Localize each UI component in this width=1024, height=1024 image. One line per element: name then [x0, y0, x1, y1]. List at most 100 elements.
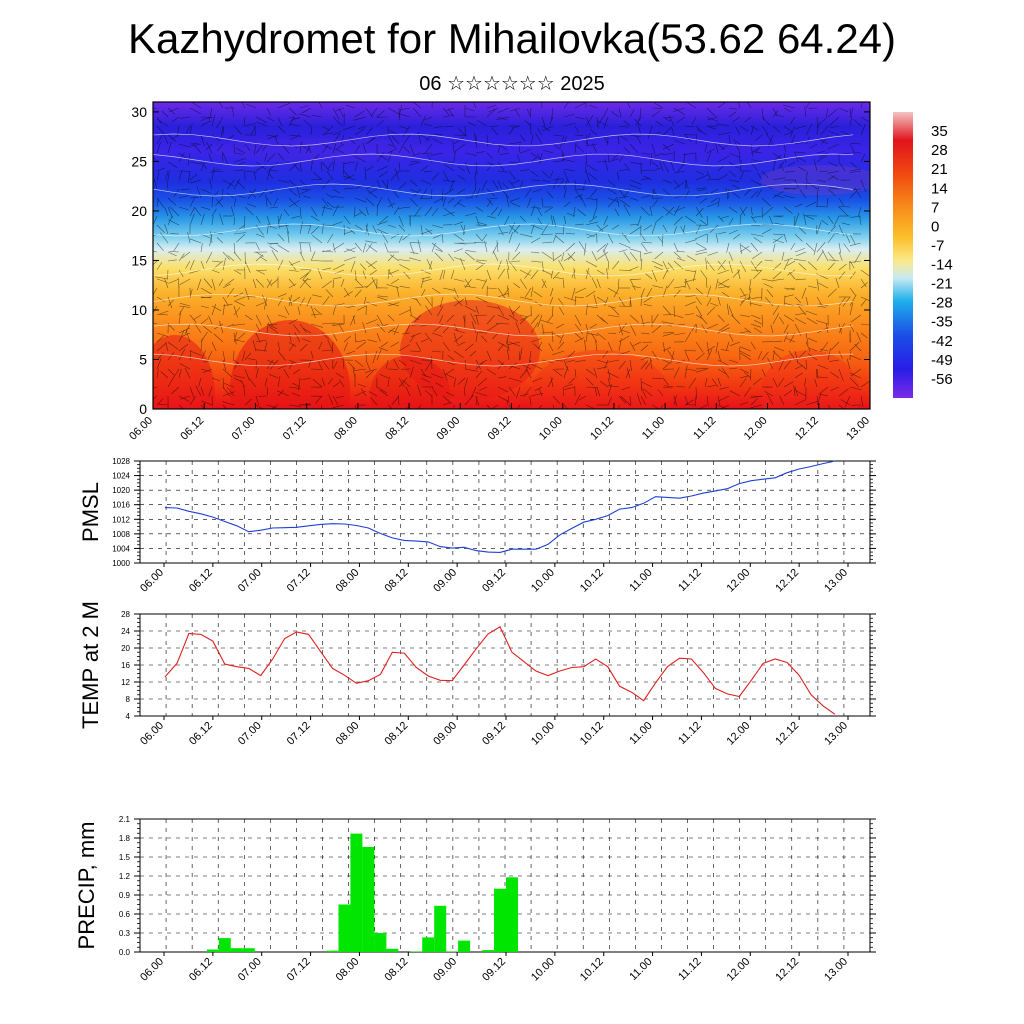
wind-barb — [399, 264, 411, 271]
wind-barb — [838, 388, 849, 397]
x-tick-label: 08.00 — [334, 956, 362, 984]
wind-barb — [733, 139, 741, 145]
wind-barb — [557, 298, 565, 307]
y-tick-label: 0.3 — [119, 929, 131, 938]
wind-barb — [453, 287, 459, 299]
wind-barb — [203, 325, 213, 334]
wind-barb — [426, 258, 433, 271]
wind-barb — [354, 390, 366, 397]
wind-barb — [291, 392, 301, 397]
wind-barb — [695, 352, 705, 361]
wind-barb — [171, 386, 180, 395]
wind-barb — [618, 338, 622, 352]
wind-barb — [574, 116, 585, 120]
wind-barb — [664, 116, 675, 119]
wind-barb — [629, 143, 639, 154]
wind-barb — [474, 314, 488, 316]
wind-barb — [255, 349, 268, 352]
wind-barb — [380, 341, 389, 348]
wind-barb — [707, 116, 719, 121]
wind-barb — [524, 119, 532, 127]
wind-barb — [290, 260, 301, 266]
wind-barb — [476, 259, 488, 262]
wind-barb — [794, 399, 807, 406]
wind-barb — [772, 125, 781, 133]
wind-barb — [786, 260, 796, 267]
wind-barb — [398, 234, 403, 244]
wind-barb — [793, 215, 796, 228]
wind-barb — [278, 224, 290, 228]
wind-barb — [376, 196, 383, 208]
wind-barb — [629, 278, 636, 291]
wind-barb — [200, 116, 213, 121]
wind-barb — [222, 386, 231, 397]
wind-barb — [750, 323, 762, 328]
wind-barb — [783, 324, 789, 334]
wind-barb — [646, 287, 653, 298]
wind-barb — [472, 102, 477, 109]
x-tick-label: 09.12 — [480, 720, 508, 748]
wind-barb — [335, 372, 345, 379]
wind-barb — [310, 323, 324, 328]
wind-barb — [399, 285, 411, 289]
wind-barb — [255, 332, 261, 343]
wind-barb — [838, 263, 847, 271]
wind-barb — [475, 161, 478, 175]
wind-barb — [717, 102, 726, 109]
wind-barb — [846, 358, 851, 370]
wind-barb — [806, 317, 818, 325]
wind-barb — [298, 113, 312, 118]
wind-barb — [200, 368, 211, 372]
wind-barb — [497, 170, 508, 173]
wind-barb — [310, 159, 313, 172]
wind-barb — [226, 134, 235, 141]
wind-barb — [717, 143, 725, 151]
wind-barb — [475, 179, 477, 191]
wind-barb — [178, 348, 186, 361]
wind-barb — [227, 255, 235, 262]
wind-barb — [222, 350, 226, 363]
wind-barb — [338, 323, 345, 334]
wind-barb — [816, 151, 825, 154]
wind-barb — [664, 385, 675, 388]
precip-bar — [218, 938, 231, 952]
y-tick-label: 1.2 — [119, 872, 131, 881]
wind-barb — [623, 188, 631, 198]
wind-barb — [684, 179, 689, 189]
wind-barb — [443, 188, 455, 196]
wind-barb — [720, 215, 730, 219]
wind-barb — [673, 206, 686, 213]
wind-barb — [171, 116, 180, 123]
wind-barb — [233, 169, 245, 172]
wind-barb — [630, 278, 642, 280]
wind-barb — [387, 150, 393, 163]
wind-barb — [849, 168, 861, 172]
wind-barb — [717, 197, 720, 208]
wind-barb — [497, 161, 505, 171]
wind-barb — [585, 269, 592, 277]
x-tick-label: 11.12 — [691, 415, 718, 442]
wind-barb — [718, 323, 730, 332]
wind-barb — [156, 167, 166, 172]
wind-barb — [266, 359, 275, 364]
wind-barb — [529, 395, 532, 406]
wind-barb — [233, 269, 242, 275]
wind-barb — [585, 170, 591, 184]
wind-barb — [860, 153, 866, 163]
wind-barb — [684, 349, 697, 352]
wind-barb — [508, 377, 522, 382]
wind-barb — [213, 333, 224, 343]
wind-barb — [756, 188, 763, 198]
wind-barb — [829, 116, 840, 126]
precip-bar — [206, 949, 219, 952]
wind-barb — [308, 359, 312, 368]
wind-barb — [825, 107, 829, 119]
wind-barb — [167, 323, 175, 331]
wind-barb — [662, 116, 671, 122]
wind-barb — [649, 152, 653, 166]
wind-barb — [365, 224, 369, 236]
wind-barb — [222, 152, 228, 164]
wind-barb — [254, 143, 257, 155]
wind-barb — [299, 141, 302, 154]
wind-barb — [420, 338, 429, 343]
